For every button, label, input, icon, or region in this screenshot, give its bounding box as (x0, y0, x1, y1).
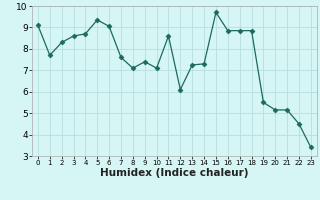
X-axis label: Humidex (Indice chaleur): Humidex (Indice chaleur) (100, 168, 249, 178)
